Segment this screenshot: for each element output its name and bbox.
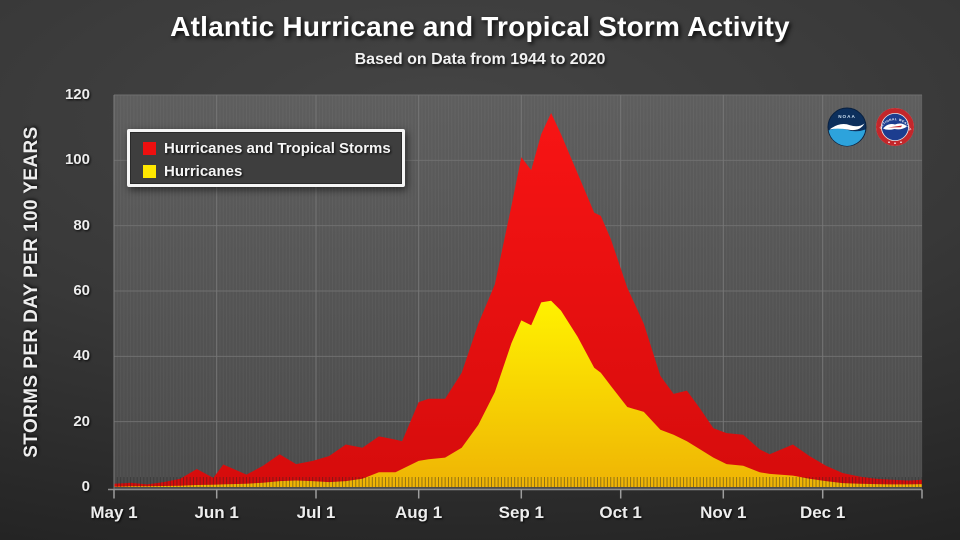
legend-label-hurricanes: Hurricanes xyxy=(164,163,243,180)
legend: Hurricanes and Tropical Storms Hurricane… xyxy=(127,129,405,187)
yellow-swatch-icon xyxy=(143,165,156,178)
hurricanes-area xyxy=(114,300,922,487)
y-tick-label: 20 xyxy=(73,412,90,430)
nws-logo-icon: NATIONAL WEATHER SERVICE xyxy=(875,107,914,146)
legend-item-total-storms: Hurricanes and Tropical Storms xyxy=(143,137,402,160)
x-tick-label: Sep 1 xyxy=(498,503,544,522)
legend-label-total-storms: Hurricanes and Tropical Storms xyxy=(164,140,391,157)
x-tick-label: Nov 1 xyxy=(700,503,747,522)
y-tick-label: 40 xyxy=(73,347,90,365)
y-tick-label: 120 xyxy=(64,86,90,103)
y-tick-label: 80 xyxy=(73,216,90,234)
x-tick-label: Dec 1 xyxy=(799,503,846,522)
x-tick-label: May 1 xyxy=(90,503,138,522)
total-storms-area xyxy=(114,113,922,487)
x-tick-label: Oct 1 xyxy=(599,503,642,522)
chart-title: Atlantic Hurricane and Tropical Storm Ac… xyxy=(170,11,790,42)
x-tick-label: Jun 1 xyxy=(194,503,239,522)
noaa-logo-text: NOAA xyxy=(838,114,856,119)
red-swatch-icon xyxy=(143,142,156,155)
y-tick-label: 0 xyxy=(81,478,90,495)
noaa-logo-icon: NOAA xyxy=(827,107,867,147)
y-tick-label: 100 xyxy=(64,151,90,169)
y-tick-label: 60 xyxy=(73,282,90,299)
chart-subtitle: Based on Data from 1944 to 2020 xyxy=(354,51,606,68)
legend-item-hurricanes: Hurricanes xyxy=(143,160,402,183)
x-tick-label: Jul 1 xyxy=(296,503,336,522)
x-tick-label: Aug 1 xyxy=(395,503,443,522)
